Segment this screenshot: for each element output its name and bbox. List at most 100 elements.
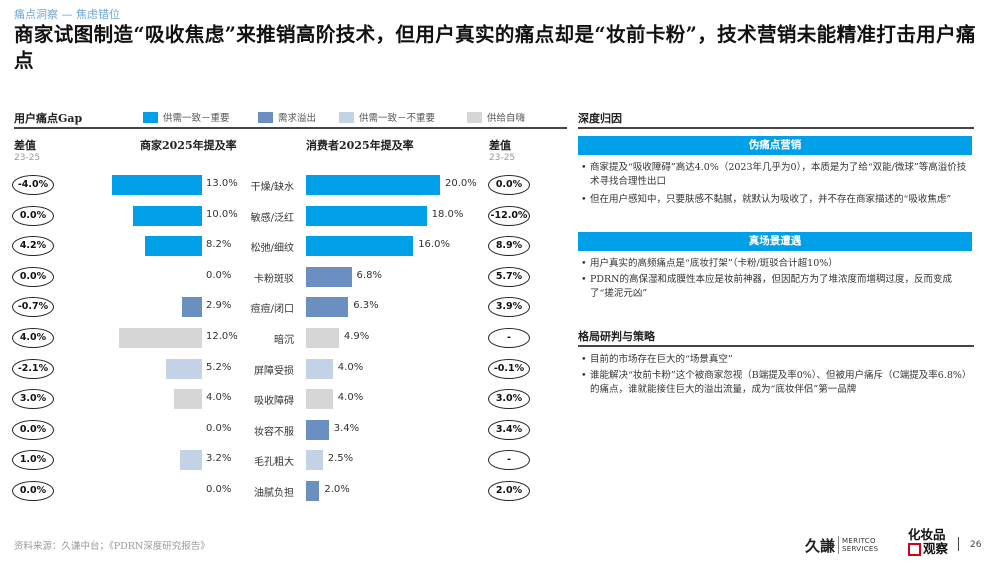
merchant-bar bbox=[174, 389, 202, 410]
category-label: 敏感/泛红 bbox=[250, 212, 294, 224]
merchant-bar bbox=[181, 297, 202, 318]
consumer-value-label: 4.9% bbox=[343, 331, 370, 342]
consumer-value-label: 6.3% bbox=[353, 300, 379, 312]
cosmetics-observer-logo: 化妆品 观察 bbox=[908, 528, 948, 556]
meritco-logo-en2: SERVICES bbox=[842, 545, 879, 553]
right-section-rule bbox=[578, 127, 974, 129]
merchant-header: 商家2025年提及率 bbox=[140, 139, 237, 152]
consumer-diff-pill: -12.0% bbox=[488, 205, 530, 226]
footer-divider bbox=[958, 537, 959, 551]
meritco-logo-cn: 久謙 bbox=[805, 536, 836, 555]
consumer-bar bbox=[306, 328, 339, 348]
merchant-diff-pill: 4.2% bbox=[12, 236, 54, 257]
merchant-diff-pill: 1.0% bbox=[12, 450, 54, 471]
merchant-diff-pill: -2.1% bbox=[12, 358, 54, 379]
pseudo-pain-header: 伪痛点营销 bbox=[578, 136, 972, 155]
merchant-value-label: 2.9% bbox=[206, 300, 232, 312]
consumer-bar bbox=[306, 389, 333, 410]
merchant-diff-pill: 0.0% bbox=[12, 419, 54, 440]
merchant-diff-pill: 0.0% bbox=[12, 481, 54, 501]
consumer-bar bbox=[306, 481, 320, 501]
source-note: 资料来源：久谦中台；《PDRN深度研究报告》 bbox=[14, 541, 210, 552]
logo-divider bbox=[838, 536, 840, 554]
merchant-diff-pill: -0.7% bbox=[12, 297, 54, 318]
consumer-diff-pill: - bbox=[488, 450, 530, 471]
observer-logo-line1: 化妆品 bbox=[908, 527, 946, 542]
merchant-value-label: 4.0% bbox=[206, 392, 232, 404]
legend-item-2: 供需一致－不重要 bbox=[339, 110, 435, 124]
category-label: 干燥/缺水 bbox=[250, 182, 294, 193]
merchant-value-label: 3.2% bbox=[206, 453, 232, 465]
consumer-bar bbox=[306, 205, 427, 226]
pseudo-bullet-1: 商家提及“吸收障碍”高达4.0%（2023年几乎为0），本质是为了给“双能/微球… bbox=[581, 161, 975, 189]
diff-right-header: 差值 bbox=[489, 139, 511, 152]
strategy-bullet-2: 谁能解决“妆前卡粉”这个被商家忽视（B端提及率0%）、但被用户痛斥（C端提及率6… bbox=[581, 369, 975, 397]
category-label: 妆容不服 bbox=[254, 426, 294, 438]
consumer-value-label: 4.0% bbox=[337, 392, 364, 404]
consumer-diff-pill: 5.7% bbox=[488, 266, 530, 287]
merchant-diff-pill: 0.0% bbox=[12, 205, 54, 226]
consumer-diff-pill: 2.0% bbox=[488, 481, 530, 501]
merchant-value-label: 0.0% bbox=[206, 484, 232, 495]
legend-label: 供需一致－不重要 bbox=[359, 113, 436, 124]
category-label: 屏障受损 bbox=[254, 365, 294, 377]
legend-item-1: 需求溢出 bbox=[258, 110, 316, 124]
category-label: 痘痘/闭口 bbox=[250, 304, 294, 316]
merchant-bar bbox=[118, 328, 202, 348]
merchant-bar bbox=[145, 236, 202, 257]
diff-left-header: 差值 bbox=[14, 139, 36, 152]
consumer-bar bbox=[306, 419, 329, 440]
consumer-diff-pill: 3.9% bbox=[488, 297, 530, 318]
consumer-bar bbox=[306, 450, 323, 471]
left-section-rule bbox=[14, 127, 567, 129]
page-title: 商家试图制造“吸收焦虑”来推销高阶技术，但用户真实的痛点却是“妆前卡粉”，技术营… bbox=[14, 23, 976, 72]
consumer-value-label: 4.0% bbox=[337, 361, 364, 373]
consumer-bar bbox=[306, 175, 440, 195]
merchant-diff-pill: 3.0% bbox=[12, 389, 54, 410]
strategy-title: 格局研判与策略 bbox=[578, 330, 655, 343]
merchant-value-label: 5.2% bbox=[206, 361, 232, 373]
consumer-bar bbox=[306, 297, 349, 318]
real-scene-header: 真场景遭遇 bbox=[578, 232, 972, 251]
consumer-value-label: 20.0% bbox=[445, 178, 477, 189]
page-number: 26 bbox=[970, 540, 982, 550]
legend-swatch bbox=[258, 111, 273, 123]
diff-left-subheader: 23-25 bbox=[14, 153, 41, 163]
consumer-value-label: 16.0% bbox=[418, 239, 450, 251]
category-label: 油腻负担 bbox=[254, 488, 294, 499]
consumer-diff-pill: 3.4% bbox=[488, 419, 530, 440]
merchant-value-label: 13.0% bbox=[206, 178, 238, 189]
consumer-bar bbox=[306, 358, 333, 379]
legend-item-0: 供需一致－重要 bbox=[143, 110, 230, 124]
legend-label: 供给自嗨 bbox=[487, 113, 526, 124]
category-label: 吸收障碍 bbox=[254, 396, 294, 408]
consumer-value-label: 18.0% bbox=[431, 208, 464, 220]
merchant-bar bbox=[132, 205, 202, 226]
left-section-title: 用户痛点Gap bbox=[14, 112, 83, 125]
legend-swatch bbox=[467, 111, 482, 123]
consumer-bar bbox=[306, 266, 352, 287]
meritco-logo-en1: MERITCO bbox=[842, 537, 876, 545]
consumer-value-label: 3.4% bbox=[333, 422, 360, 434]
consumer-diff-pill: 0.0% bbox=[488, 175, 530, 195]
legend-swatch bbox=[339, 111, 354, 123]
merchant-bar bbox=[179, 450, 202, 471]
consumer-bar bbox=[306, 236, 414, 257]
consumer-diff-pill: -0.1% bbox=[488, 358, 530, 379]
consumer-value-label: 6.8% bbox=[356, 269, 382, 281]
merchant-value-label: 0.0% bbox=[206, 422, 232, 434]
merchant-bar bbox=[165, 358, 202, 379]
consumer-value-label: 2.5% bbox=[327, 453, 354, 465]
merchant-value-label: 12.0% bbox=[206, 331, 238, 342]
breadcrumb: 痛点洞察 — 焦虑错位 bbox=[14, 8, 120, 21]
observer-logo-mark bbox=[908, 542, 921, 556]
consumer-diff-pill: 8.9% bbox=[488, 236, 530, 257]
observer-logo-line2: 观察 bbox=[923, 541, 949, 556]
consumer-diff-pill: 3.0% bbox=[488, 389, 530, 410]
merchant-value-label: 0.0% bbox=[206, 269, 232, 281]
merchant-diff-pill: 0.0% bbox=[12, 266, 54, 287]
consumer-header: 消费者2025年提及率 bbox=[306, 139, 414, 152]
consumer-diff-pill: - bbox=[488, 328, 530, 348]
merchant-value-label: 8.2% bbox=[206, 239, 232, 251]
real-bullet-1: 用户真实的高频痛点是“底妆打架”（卡粉/斑驳合计超10%） bbox=[581, 257, 975, 271]
